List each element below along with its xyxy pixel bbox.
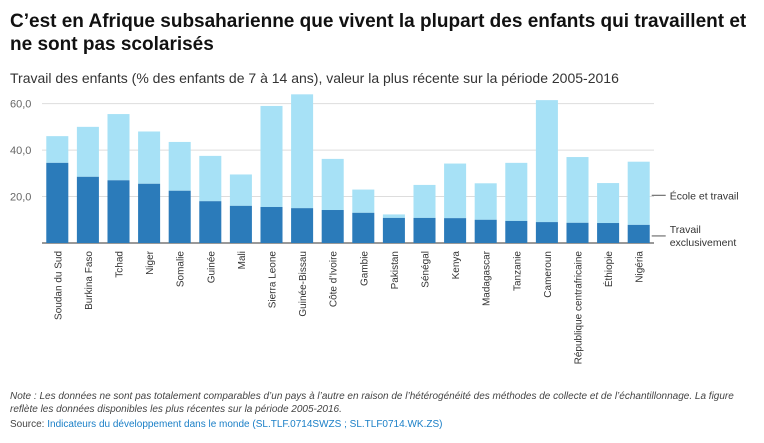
bar-school-and-work	[474, 183, 497, 220]
bar-work-only	[107, 180, 130, 243]
bar-work-only	[382, 217, 405, 243]
bar-school-and-work	[505, 162, 528, 221]
x-tick-label: Soudan du Sud	[53, 251, 64, 320]
bar-school-and-work	[535, 100, 558, 223]
bar-school-and-work	[321, 158, 344, 211]
x-tick-label: Éthiopie	[602, 251, 615, 288]
y-tick-label: 60,0	[10, 99, 31, 111]
x-tick-label: Guinée-Bissau	[298, 251, 309, 317]
bar-school-and-work	[566, 157, 589, 223]
bar-work-only	[535, 222, 558, 243]
bar-school-and-work	[597, 183, 620, 224]
legend-label-school-and-work: École et travail	[670, 189, 739, 202]
stacked-bar-chart: 20,0 40,0 60,0 Soudan du Sud Burkina Faso Tc…	[10, 94, 739, 364]
bar-work-only	[505, 220, 528, 243]
bar-school-and-work	[107, 114, 130, 181]
x-tick-label: Madagascar	[482, 250, 493, 306]
bar-work-only	[138, 183, 161, 243]
bar-school-and-work	[413, 184, 436, 218]
bar-school-and-work	[138, 131, 161, 184]
bar-school-and-work	[352, 189, 375, 213]
bar-school-and-work	[46, 136, 69, 163]
legend: École et travail Travail exclusivement	[651, 189, 739, 249]
y-tick-label: 40,0	[10, 145, 31, 157]
x-tick-label: Sierra Leone	[268, 251, 279, 309]
bar-work-only	[76, 176, 99, 243]
source-label: Source:	[10, 419, 48, 430]
bar-school-and-work	[76, 126, 99, 177]
bar-work-only	[291, 208, 314, 243]
source-line: Source: Indicateurs du développement dan…	[10, 419, 442, 430]
bar-school-and-work	[229, 174, 252, 206]
x-tick-label: Somalie	[176, 251, 187, 288]
footnote: Note : Les données ne sont pas totalemen…	[10, 391, 734, 415]
bar-work-only	[199, 201, 222, 243]
x-tick-label: Niger	[145, 250, 156, 275]
bar-school-and-work	[291, 94, 314, 209]
x-tick-label: Mali	[237, 251, 248, 269]
source-link[interactable]: Indicateurs du développement dans le mon…	[47, 419, 443, 430]
bars	[46, 94, 650, 243]
x-tick-label: Tchad	[115, 251, 126, 278]
x-tick-label: Burkina Faso	[84, 251, 95, 310]
x-tick-label: Kenya	[451, 251, 462, 280]
bar-school-and-work	[627, 161, 650, 225]
bar-work-only	[474, 219, 497, 243]
bar-school-and-work	[168, 141, 191, 191]
bar-work-only	[352, 212, 375, 243]
x-tick-label: Gambie	[359, 251, 370, 286]
legend-label-work-only-line1: Travail	[670, 224, 701, 236]
bar-school-and-work	[199, 155, 222, 202]
bar-work-only	[413, 217, 436, 243]
y-tick-label: 20,0	[10, 192, 31, 204]
gridlines	[42, 103, 654, 244]
chart-subtitle: Travail des enfants (% des enfants de 7 …	[10, 70, 619, 86]
bar-work-only	[321, 210, 344, 243]
x-tick-label: République centrafricaine	[574, 251, 585, 365]
x-tick-label: Cameroun	[543, 251, 554, 298]
bar-work-only	[627, 224, 650, 243]
x-tick-label: Côte d’Ivoire	[329, 251, 340, 308]
bar-work-only	[229, 205, 252, 243]
x-tick-label: Sénégal	[421, 251, 432, 288]
x-tick-label: Nigéria	[635, 251, 646, 283]
chart-title: C’est en Afrique subsaharienne que viven…	[10, 11, 747, 55]
y-axis-ticks: 20,0 40,0 60,0	[10, 99, 31, 204]
x-tick-label: Pakistan	[390, 251, 401, 289]
bar-work-only	[260, 206, 283, 243]
legend-label-work-only-line2: exclusivement	[670, 237, 737, 249]
x-axis-labels: Soudan du Sud Burkina Faso Tchad Niger Somal…	[53, 250, 645, 364]
bar-school-and-work	[382, 214, 405, 218]
bar-work-only	[566, 222, 589, 243]
bar-school-and-work	[260, 105, 283, 207]
bar-work-only	[597, 223, 620, 243]
bar-work-only	[168, 190, 191, 243]
bar-school-and-work	[444, 163, 467, 219]
bar-work-only	[444, 218, 467, 243]
x-tick-label: Tanzanie	[512, 251, 523, 291]
bar-work-only	[46, 162, 69, 243]
x-tick-label: Guinée	[206, 251, 217, 284]
